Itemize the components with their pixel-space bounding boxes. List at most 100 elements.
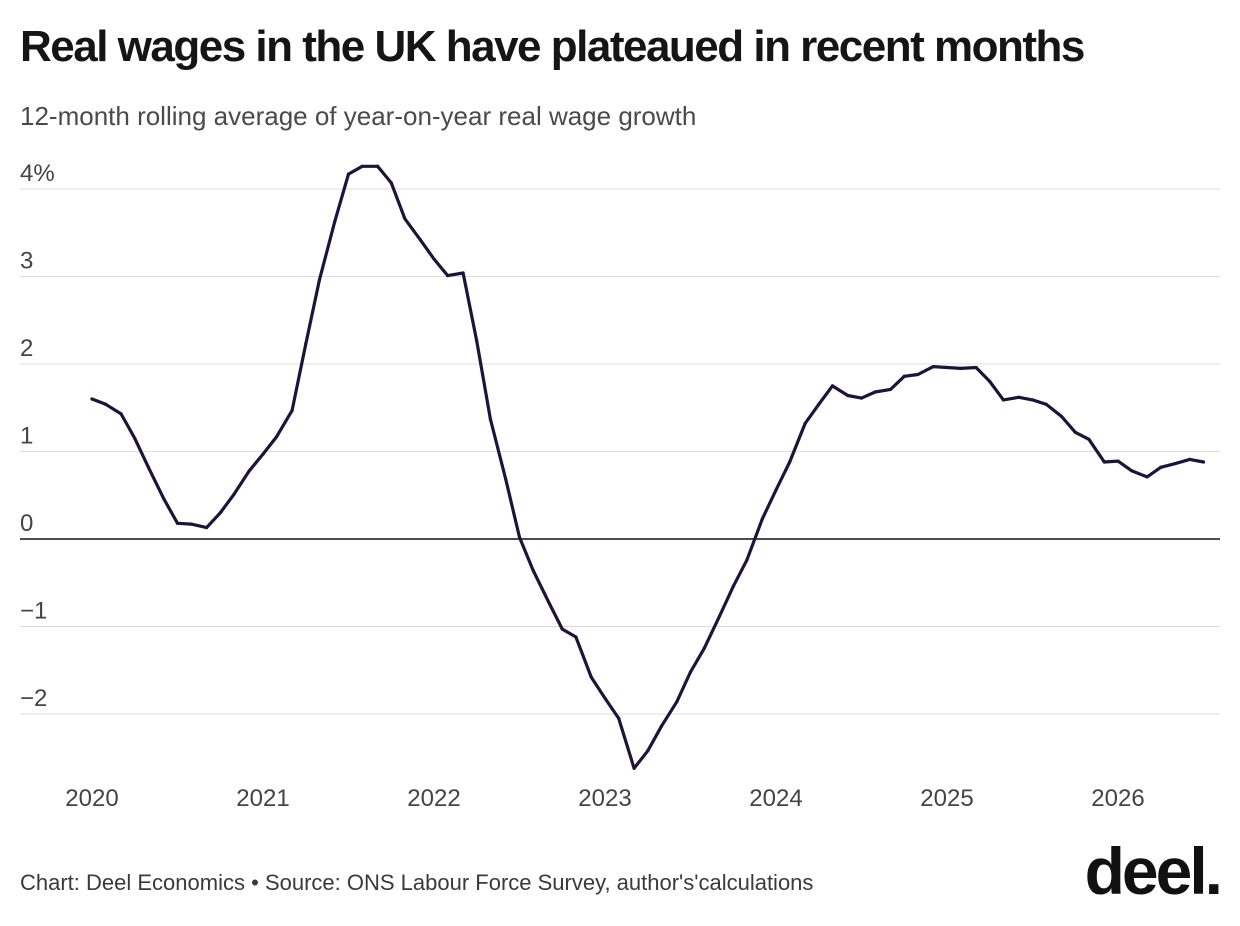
data-point: [90, 397, 94, 401]
data-point: [974, 365, 978, 370]
data-point: [175, 521, 180, 525]
y-tick-label: 4%: [20, 160, 55, 187]
x-tick-label: 2020: [65, 785, 118, 812]
data-point: [389, 181, 393, 185]
data-point: [304, 342, 308, 346]
data-point: [1145, 475, 1149, 479]
data-point: [675, 700, 679, 704]
data-point: [916, 372, 920, 377]
data-point: [1102, 460, 1106, 464]
data-point: [317, 278, 322, 282]
data-point: [859, 396, 864, 400]
data-point: [945, 365, 949, 370]
data-point: [346, 172, 351, 176]
data-point: [745, 558, 749, 562]
data-point: [1030, 398, 1035, 402]
data-point: [1116, 459, 1120, 463]
x-tick-label: 2022: [407, 785, 460, 812]
data-point: [1017, 395, 1021, 399]
x-axis-tick-labels: 2020 2021 2022 2023 2024 2025 2026: [65, 785, 1144, 812]
data-point: [603, 696, 607, 700]
data-point: [574, 635, 578, 639]
data-point: [475, 339, 479, 343]
data-point: [261, 452, 265, 456]
data-point: [817, 402, 821, 406]
data-point: [504, 477, 508, 482]
data-point: [290, 408, 294, 412]
data-point: [1172, 462, 1177, 466]
data-point: [247, 469, 251, 473]
data-point: [1044, 402, 1048, 406]
chart-subtitle: 12-month rolling average of year-on-year…: [20, 101, 697, 131]
x-tick-label: 2024: [749, 785, 802, 812]
data-point: [1073, 430, 1077, 434]
data-point: [275, 435, 279, 439]
y-axis-tick-labels: 4% 3 2 1 0 −1 −2: [20, 160, 55, 712]
gridlines: [20, 188, 1220, 715]
data-point: [360, 164, 364, 168]
data-point: [333, 219, 337, 223]
y-tick-label: 1: [20, 423, 33, 450]
data-point: [788, 460, 792, 464]
data-point: [204, 526, 209, 530]
data-point: [133, 436, 137, 440]
data-point: [774, 488, 778, 492]
y-tick-label: −2: [20, 685, 47, 712]
data-point: [873, 390, 877, 394]
y-tick-label: −1: [20, 598, 47, 625]
data-point: [232, 492, 236, 496]
y-tick-label: 3: [20, 248, 33, 275]
data-point: [488, 417, 493, 421]
data-point: [1059, 414, 1064, 419]
data-point: [846, 393, 850, 398]
data-point: [702, 646, 706, 650]
data-point: [717, 614, 722, 618]
data-point: [162, 497, 166, 501]
data-point: [189, 522, 193, 526]
data-point: [446, 274, 450, 278]
data-point: [988, 379, 992, 384]
data-point: [959, 366, 963, 370]
data-point: [589, 675, 593, 679]
data-point: [403, 217, 407, 221]
y-tick-label: 0: [20, 510, 33, 537]
data-point: [1087, 437, 1091, 441]
data-point: [546, 600, 551, 604]
data-point: [617, 716, 621, 720]
data-point: [902, 374, 906, 378]
data-point: [146, 465, 151, 469]
chart-credit: Chart: Deel Economics: [20, 870, 245, 895]
x-tick-label: 2021: [236, 785, 289, 812]
data-point: [531, 568, 535, 573]
data-point: [517, 535, 522, 539]
data-point: [888, 387, 893, 391]
data-point: [1130, 469, 1134, 473]
data-point: [1188, 457, 1192, 461]
data-point: [646, 749, 650, 753]
separator-bullet: •: [251, 870, 259, 895]
data-point: [418, 238, 422, 242]
deel-logo: deel.: [1084, 834, 1223, 908]
chart-title: Real wages in the UK have plateaued in r…: [20, 22, 1085, 71]
data-point: [461, 271, 465, 275]
data-point: [1001, 398, 1006, 402]
data-point: [104, 402, 108, 406]
data-point: [632, 766, 636, 770]
series-line: [90, 164, 1206, 770]
source-note: Source: ONS Labour Force Survey, author'…: [264, 870, 814, 895]
data-point: [760, 517, 764, 521]
data-point: [731, 584, 735, 588]
data-point: [803, 421, 807, 426]
data-point: [432, 257, 436, 261]
x-tick-label: 2023: [578, 785, 631, 812]
data-point: [218, 511, 222, 515]
y-tick-label: 2: [20, 335, 33, 362]
data-point: [560, 627, 564, 631]
data-point: [375, 164, 380, 168]
footer-source: Chart: Deel Economics • Source: ONS Labo…: [20, 870, 813, 896]
data-point: [659, 724, 664, 728]
series-layer: [90, 164, 1206, 770]
data-point: [1159, 465, 1163, 469]
x-tick-label: 2025: [920, 785, 973, 812]
